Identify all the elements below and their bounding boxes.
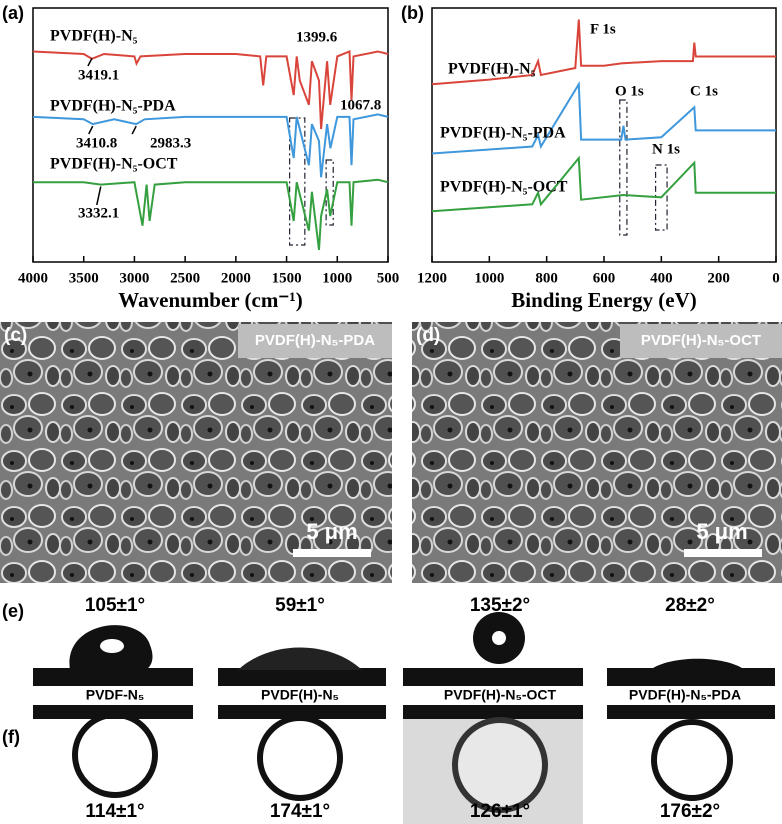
highlight-box <box>325 159 334 226</box>
arrow <box>87 58 93 67</box>
x-tick-label: 1500 <box>272 270 302 286</box>
x-tick-label: 1200 <box>417 270 447 286</box>
x-tick-label: 800 <box>535 270 558 286</box>
x-tick-label: 1000 <box>474 270 504 286</box>
droplets <box>33 612 775 824</box>
highlight-box <box>619 99 628 236</box>
contact-angle: 28±2° <box>665 595 715 616</box>
series-label: PVDF(H)-N₅-OCT <box>440 179 568 196</box>
sample-label: PVDF(H)-N₅ <box>261 687 339 703</box>
annotation: 3332.1 <box>78 205 119 221</box>
arrow <box>131 125 137 135</box>
annotation: N 1s <box>652 141 680 157</box>
annotation: 2983.3 <box>150 135 191 151</box>
sem-image <box>412 322 782 583</box>
sample-label: PVDF(H)-N₅-PDA <box>629 687 741 703</box>
panel-label: (c) <box>4 325 27 346</box>
annotation: F 1s <box>590 21 616 37</box>
series-label: PVDF(H)-N₅-PDA <box>50 98 176 115</box>
x-tick-label: 1000 <box>322 270 352 286</box>
scale-bar <box>293 549 371 557</box>
series-label: PVDF(H)-N₅ <box>448 61 536 78</box>
sem-image <box>0 322 392 583</box>
series-label: PVDF(H)-N₅ <box>50 28 138 45</box>
spectrum-line <box>32 113 389 178</box>
arrow <box>96 186 102 206</box>
x-tick-label: 600 <box>593 270 616 286</box>
sample-label-bg <box>430 687 580 704</box>
x-tick-label: 0 <box>772 270 780 286</box>
contact-angle-labels: 105±1° 59±1° 135±2° 28±2° PVDF-N₅ PVDF(H)-N₅ P… <box>45 595 760 822</box>
sample-label-bg <box>230 687 380 704</box>
sample-label: PVDF-N₅ <box>86 687 145 703</box>
panel-label: (e) <box>2 601 24 621</box>
arrow <box>88 125 94 135</box>
x-axis-label: Binding Energy (eV) <box>511 288 697 312</box>
scale-bar-label: 5 μm <box>696 519 747 544</box>
contact-angle: 105±1° <box>85 595 145 616</box>
annotation: 1067.8 <box>340 97 381 113</box>
x-tick-label: 400 <box>650 270 673 286</box>
contact-angle: 176±2° <box>660 801 720 822</box>
annotation: O 1s <box>615 83 644 99</box>
contact-angle: 59±1° <box>275 595 325 616</box>
x-tick-label: 200 <box>707 270 730 286</box>
highlight-box <box>289 117 306 246</box>
scale-bar <box>684 549 762 557</box>
contact-angle: 135±2° <box>470 595 530 616</box>
image-caption: PVDF(H)-N₅-PDA <box>255 332 375 349</box>
series-label: PVDF(H)-N₅-PDA <box>440 125 566 142</box>
sample-label-bg <box>45 687 195 704</box>
contact-angle: 174±1° <box>270 801 330 822</box>
contact-angle: 126±1° <box>470 801 530 822</box>
spectrum-line <box>431 80 776 155</box>
x-tick-label: 3500 <box>69 270 99 286</box>
panel-label: (b) <box>401 3 424 23</box>
plot-frame <box>32 7 389 263</box>
sample-label: PVDF(H)-N₅-OCT <box>444 687 557 703</box>
x-tick-label: 3000 <box>119 270 149 286</box>
annotation: 3410.8 <box>76 135 117 151</box>
spectrum-line <box>33 178 389 251</box>
annotation: 3419.1 <box>78 67 119 83</box>
x-tick-label: 2000 <box>221 270 251 286</box>
x-tick-label: 500 <box>377 270 400 286</box>
x-tick-label: 2500 <box>170 270 200 286</box>
panel-label: (d) <box>416 325 440 346</box>
sample-label-bg <box>610 687 760 704</box>
annotation: C 1s <box>690 83 718 99</box>
caption-box <box>238 324 392 358</box>
scale-bar-label: 5 μm <box>306 519 357 544</box>
spectrum-line <box>431 19 776 86</box>
x-tick-label: 4000 <box>18 270 48 286</box>
caption-box <box>620 324 782 358</box>
series-label: PVDF(H)-N₅-OCT <box>50 156 178 173</box>
contact-angle: 114±1° <box>85 801 144 822</box>
highlight-box <box>654 164 668 231</box>
panel-label: (f) <box>2 727 20 747</box>
x-axis-label: Wavenumber (cm⁻¹) <box>118 288 302 312</box>
spectrum-line <box>32 50 389 130</box>
annotation: 1399.6 <box>296 29 338 45</box>
image-caption: PVDF(H)-N₅-OCT <box>641 332 761 349</box>
panel-label: (a) <box>2 3 24 23</box>
spectrum-line <box>431 155 776 213</box>
